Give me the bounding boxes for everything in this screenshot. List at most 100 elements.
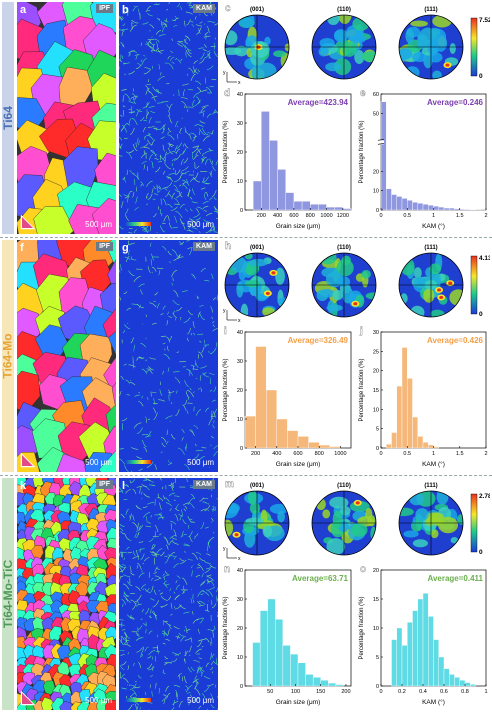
pole-figure-title: (111): [424, 483, 437, 489]
y-tick-label: 40: [237, 330, 243, 336]
pole-figure-title: (001): [250, 7, 264, 13]
kam-tag: KAM: [193, 242, 215, 251]
ipf-tag: IPF: [96, 242, 113, 251]
histogram-bar: [391, 432, 397, 449]
y-tick-label: 5: [376, 655, 379, 661]
histogram-bar: [428, 444, 434, 449]
panel-label: e: [360, 88, 366, 98]
histogram-bar: [297, 436, 309, 449]
x-tick-label: 150: [316, 689, 325, 695]
histogram-bar: [266, 389, 278, 449]
x-tick-label: 1: [432, 213, 435, 219]
average-annotation: Average=0.411: [427, 574, 483, 583]
scale-bar: 500 μm: [187, 696, 214, 705]
average-annotation: Average=326.49: [288, 336, 349, 345]
x-tick-label: 1.5: [456, 451, 464, 457]
ipf-map: a IPF 500 μm: [17, 2, 116, 234]
x-tick-label: 1000: [334, 451, 346, 457]
x-tick-label: 0.6: [440, 689, 448, 695]
x-tick-label: 600: [289, 213, 298, 219]
panel-label: f: [20, 242, 24, 254]
histogram-bar: [438, 206, 445, 211]
histogram-area: 200 400 600 800 1000 0 10 20 30 40 Grain size (μm)…: [221, 324, 490, 472]
histogram-bar: [412, 610, 418, 687]
panel-label: o: [360, 564, 366, 574]
histogram-bar: [293, 201, 303, 211]
x-tick-label: 800: [306, 213, 315, 219]
histogram-bar: [275, 619, 284, 687]
pole-figure-title: (001): [250, 245, 264, 251]
histogram-bar: [443, 668, 450, 687]
kam-color-legend: [125, 460, 151, 464]
x-tick-label: 2: [484, 213, 487, 219]
x-tick-label: 0: [379, 451, 382, 457]
histogram-bar: [412, 202, 418, 211]
panel-label: j: [359, 326, 363, 336]
x-axis-label: KAM (°): [422, 460, 445, 468]
histogram-bar: [301, 201, 311, 211]
histogram: 200 400 600 800 1000 0 10 20 30 40 Grain size (μm)…: [223, 330, 352, 468]
histogram-bar: [290, 653, 299, 687]
colorbar-min: 0: [479, 311, 483, 318]
pole-figure-title: (001): [250, 483, 264, 489]
histogram-bar: [342, 208, 352, 211]
colorbar: [470, 493, 478, 553]
histogram-bar: [459, 209, 466, 211]
y-tick-label: 20: [237, 150, 243, 156]
histogram-bar: [386, 188, 392, 211]
histogram-bar: [259, 610, 268, 687]
histogram-bar: [407, 622, 413, 687]
panel-label: b: [122, 4, 129, 16]
x-axis-label: Grain size (μm): [276, 223, 321, 230]
axis-y-label: y: [223, 308, 226, 314]
histogram-bar: [438, 656, 445, 687]
kam-map: g KAM 500 μm: [119, 240, 218, 472]
x-tick-label: 2: [484, 451, 487, 457]
histogram-bar: [391, 194, 397, 211]
panel-label: k: [20, 480, 27, 492]
pole-figure-title: (110): [337, 7, 351, 13]
y-tick-label: 20: [373, 369, 379, 375]
colorbar-min: 0: [479, 73, 483, 80]
y-tick-label: 30: [237, 121, 243, 127]
histogram-bar: [454, 208, 460, 211]
histogram-bar: [334, 206, 344, 211]
histogram-bar: [407, 200, 413, 211]
average-annotation: Average=0.426: [427, 336, 484, 345]
histogram-bar: [297, 662, 306, 687]
y-tick-label: 5: [376, 427, 379, 433]
y-axis-label: Percentage fraction (%): [359, 120, 365, 183]
row-separator: [0, 475, 492, 476]
histogram-bar: [396, 385, 403, 449]
histogram-bar: [329, 446, 341, 449]
histogram-bar: [464, 682, 471, 687]
y-axis-label: Percentage fraction (%): [223, 120, 229, 183]
ipf-legend-triangle: [20, 452, 36, 468]
y-tick-label: 25: [373, 349, 379, 355]
histogram-bar: [328, 682, 337, 687]
ipf-map: f IPF 500 μm: [17, 240, 116, 472]
sample-row: Ti64-Mo f IPF 500 μm g KAM 500 μm (001) (110) (11…: [0, 238, 492, 474]
histogram-bar: [401, 645, 408, 687]
sample-sidebar: Ti64-Mo: [1, 240, 15, 472]
panel-label: h: [225, 241, 231, 252]
histogram-bar: [277, 169, 286, 211]
y-tick-label: 10: [373, 626, 379, 632]
sample-row: Ti64-Mo-TiC k IPF 500 μm l KAM 500 μm (001) (110…: [0, 476, 492, 712]
histogram-bar: [391, 639, 397, 687]
y-tick-label: 40: [237, 92, 243, 98]
y-tick-label: 0: [376, 684, 379, 690]
histogram-bar: [412, 416, 418, 449]
panel-label: m: [225, 479, 234, 490]
x-tick-label: 1: [484, 689, 487, 695]
sample-sidebar: Ti64: [1, 2, 15, 234]
histogram-bar: [282, 645, 291, 687]
x-tick-label: 1000: [320, 213, 332, 219]
axis-x-label: x: [238, 556, 241, 562]
ipf-tag: IPF: [96, 4, 113, 13]
histogram-bar: [276, 418, 288, 449]
histogram-bar: [320, 679, 329, 687]
histogram-bar: [417, 436, 424, 449]
